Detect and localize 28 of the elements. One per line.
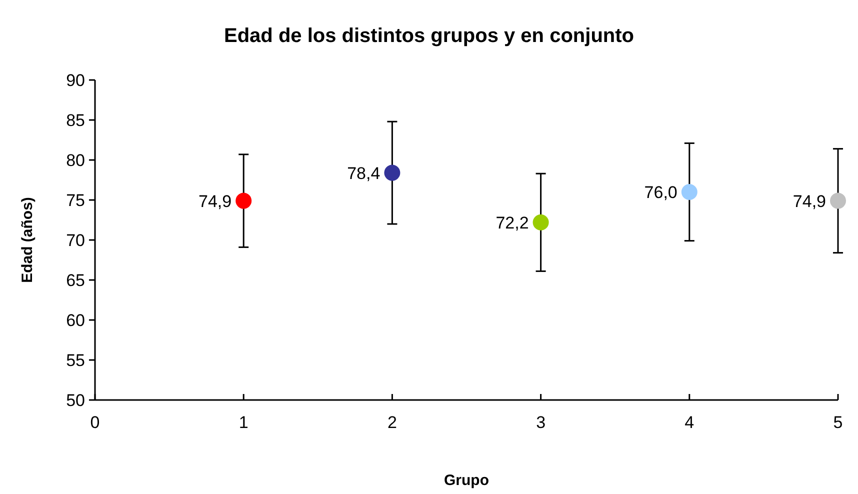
x-tick-label: 0 <box>90 413 100 432</box>
point <box>384 164 400 181</box>
x-tick-label: 4 <box>684 413 694 432</box>
y-tick-label: 90 <box>66 70 85 90</box>
point <box>532 214 549 230</box>
chart-title: Edad de los distintos grupos y en conjunto <box>224 25 634 47</box>
y-tick-label: 75 <box>66 190 85 210</box>
y-tick-label: 55 <box>66 350 85 370</box>
y-tick-label: 50 <box>66 390 85 410</box>
data-label: 76,0 <box>644 182 678 202</box>
y-tick-label: 85 <box>66 110 85 130</box>
x-tick-label: 1 <box>238 413 248 432</box>
y-tick-label: 70 <box>66 230 85 250</box>
y-tick-label: 65 <box>66 270 85 290</box>
y-tick-label: 80 <box>66 150 85 170</box>
x-axis-title: Grupo <box>444 472 489 489</box>
data-label: 78,4 <box>347 164 380 183</box>
data-label: 74,9 <box>198 192 232 211</box>
y-tick-label: 60 <box>66 310 85 330</box>
x-tick-label: 5 <box>833 413 843 432</box>
point <box>236 192 252 209</box>
x-tick-label: 3 <box>536 413 546 432</box>
point <box>830 192 846 209</box>
x-tick-label: 2 <box>387 413 397 432</box>
y-axis-title: Edad (años) <box>19 197 36 283</box>
data-label: 74,9 <box>792 192 826 211</box>
data-label: 72,2 <box>496 213 529 232</box>
point <box>681 184 698 200</box>
